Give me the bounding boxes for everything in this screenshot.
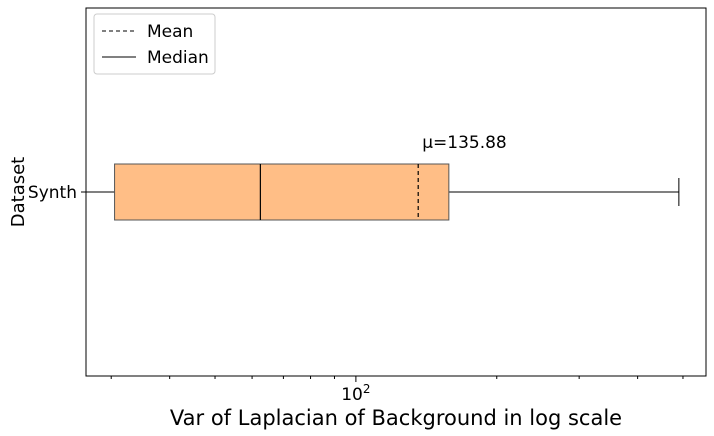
- legend-median-label: Median: [147, 48, 209, 68]
- y-tick-label-synth: Synth: [28, 183, 77, 203]
- x-tick-base: 10: [341, 385, 363, 405]
- mean-annotation: μ=135.88: [422, 133, 507, 153]
- y-axis-label: Dataset: [8, 157, 29, 228]
- x-axis-label: Var of Laplacian of Background in log sc…: [170, 406, 622, 430]
- legend-mean-label: Mean: [147, 22, 193, 42]
- legend: Mean Median: [93, 13, 216, 75]
- legend-frame: [93, 13, 216, 75]
- x-axis-ticks: [110, 376, 684, 382]
- x-tick-label-major: 102: [341, 382, 370, 405]
- x-tick-exponent: 2: [363, 382, 371, 396]
- synth-box: [114, 163, 450, 221]
